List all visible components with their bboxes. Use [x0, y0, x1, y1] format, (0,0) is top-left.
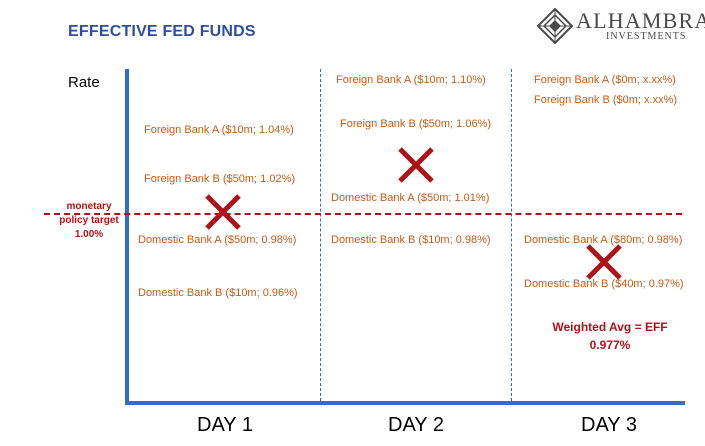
y-axis-label: Rate [68, 74, 100, 91]
policy-target-label-line: monetary [66, 201, 112, 212]
day3-foreign-bank-a: Foreign Bank A ($0m; x.xx%) [534, 74, 676, 86]
day2-foreign-bank-b: Foreign Bank B ($50m; 1.06%) [340, 118, 492, 130]
policy-target-line [44, 213, 682, 215]
day1-foreign-bank-b: Foreign Bank B ($50m; 1.02%) [144, 173, 296, 185]
day1-domestic-bank-b: Domestic Bank B ($10m; 0.96%) [138, 287, 298, 299]
x-marker-icon [586, 244, 622, 280]
day2-domestic-bank-a: Domestic Bank A ($50m; 1.01%) [331, 192, 490, 204]
day-divider [511, 69, 512, 401]
day2-domestic-bank-b: Domestic Bank B ($10m; 0.98%) [331, 234, 491, 246]
weighted-average-value: 0.977% [589, 338, 631, 352]
policy-target-label-line: 1.00% [74, 229, 104, 240]
x-marker-icon [398, 147, 434, 183]
day2-foreign-bank-a: Foreign Bank A ($10m; 1.10%) [336, 74, 486, 86]
day3-domestic-bank-b: Domestic Bank B ($40m; 0.97%) [524, 278, 684, 290]
day1-domestic-bank-a: Domestic Bank A ($50m; 0.98%) [138, 234, 297, 246]
weighted-average-title: Weighted Avg = EFF [552, 320, 668, 334]
x-axis-line [125, 401, 685, 405]
day3-domestic-bank-a: Domestic Bank A ($80m; 0.98%) [524, 234, 683, 246]
diagram-title: EFFECTIVE FED FUNDS [68, 23, 256, 40]
x-marker-icon [205, 194, 241, 230]
logo-name: ALHAMBRA [576, 8, 705, 33]
day3-foreign-bank-b: Foreign Bank B ($0m; x.xx%) [534, 94, 678, 106]
policy-target-label-line: policy target [59, 215, 119, 226]
day-label: DAY 1 [197, 414, 253, 436]
day-label: DAY 2 [388, 414, 444, 436]
logo-subtitle: INVESTMENTS [606, 31, 687, 42]
day1-foreign-bank-a: Foreign Bank A ($10m; 1.04%) [144, 124, 294, 136]
y-axis-line [125, 69, 129, 405]
weighted-average-label: Weighted Avg = EFF 0.977% [540, 318, 680, 354]
logo-diamond-icon [537, 8, 573, 44]
day-divider [320, 69, 321, 401]
day-label: DAY 3 [581, 414, 637, 436]
policy-target-label: monetary policy target 1.00% [40, 200, 138, 242]
